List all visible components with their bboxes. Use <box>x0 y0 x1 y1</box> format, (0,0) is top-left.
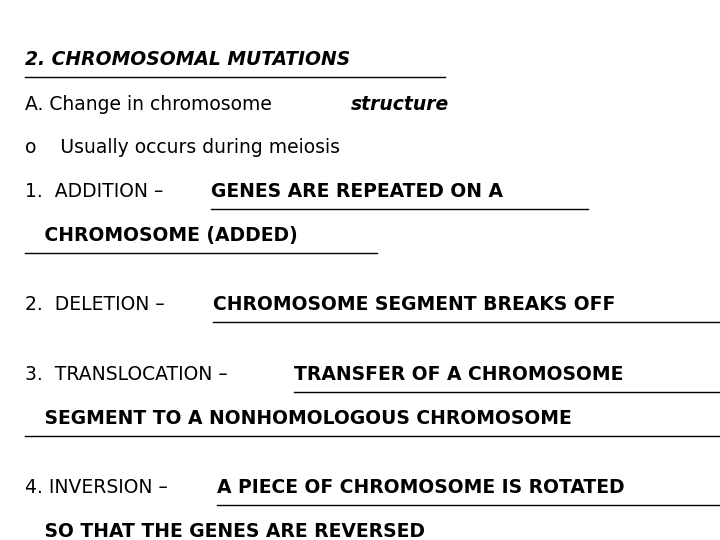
Text: 4. INVERSION –: 4. INVERSION – <box>25 478 174 497</box>
Text: 2.  DELETION –: 2. DELETION – <box>25 295 171 314</box>
Text: SO THAT THE GENES ARE REVERSED: SO THAT THE GENES ARE REVERSED <box>25 522 425 540</box>
Text: CHROMOSOME SEGMENT BREAKS OFF: CHROMOSOME SEGMENT BREAKS OFF <box>213 295 616 314</box>
Text: A. Change in chromosome: A. Change in chromosome <box>25 95 278 114</box>
Text: 3.  TRANSLOCATION –: 3. TRANSLOCATION – <box>25 365 233 384</box>
Text: 2. CHROMOSOMAL MUTATIONS: 2. CHROMOSOMAL MUTATIONS <box>25 50 350 69</box>
Text: CHROMOSOME (ADDED): CHROMOSOME (ADDED) <box>25 226 298 245</box>
Text: o    Usually occurs during meiosis: o Usually occurs during meiosis <box>25 138 340 157</box>
Text: TRANSFER OF A CHROMOSOME: TRANSFER OF A CHROMOSOME <box>294 365 624 384</box>
Text: SEGMENT TO A NONHOMOLOGOUS CHROMOSOME: SEGMENT TO A NONHOMOLOGOUS CHROMOSOME <box>25 409 572 428</box>
Text: GENES ARE REPEATED ON A: GENES ARE REPEATED ON A <box>211 182 503 201</box>
Text: A PIECE OF CHROMOSOME IS ROTATED: A PIECE OF CHROMOSOME IS ROTATED <box>217 478 624 497</box>
Text: 1.  ADDITION –: 1. ADDITION – <box>25 182 169 201</box>
Text: structure: structure <box>351 95 449 114</box>
